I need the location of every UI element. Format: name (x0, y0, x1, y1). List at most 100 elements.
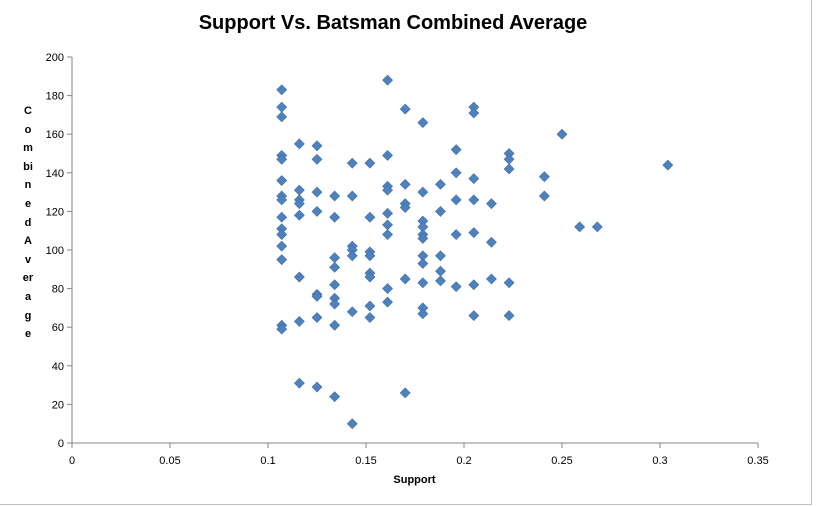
data-point (293, 315, 305, 327)
data-point (486, 198, 497, 210)
y-tick-label: 200 (46, 52, 64, 64)
data-point (364, 300, 376, 312)
data-point (435, 275, 446, 287)
data-point (346, 190, 358, 202)
data-point (293, 138, 305, 150)
y-tick-label: 60 (52, 322, 64, 334)
data-point (311, 312, 323, 323)
data-point (293, 198, 305, 210)
data-point (276, 229, 288, 240)
data-point (346, 157, 358, 169)
y-tick-label: 100 (46, 245, 64, 257)
data-point (417, 308, 429, 320)
data-point (329, 252, 341, 264)
data-point (417, 258, 429, 269)
data-point (450, 144, 462, 156)
data-point (503, 310, 515, 322)
data-point (311, 140, 323, 152)
data-point (538, 190, 550, 202)
data-point (538, 171, 550, 183)
y-tick-label: 40 (52, 361, 64, 373)
data-point (382, 184, 393, 196)
data-point (276, 323, 288, 335)
y-tick-label: 140 (46, 168, 64, 180)
data-points (276, 74, 674, 430)
x-tick-label: 0.2 (456, 455, 471, 467)
data-point (311, 205, 323, 217)
y-tick-label: 80 (52, 284, 64, 296)
data-point (435, 265, 446, 277)
data-point (450, 194, 462, 206)
data-point (293, 209, 305, 221)
data-point (276, 240, 288, 252)
x-axis-label: Support (393, 474, 436, 486)
x-tick-label: 0 (69, 455, 75, 467)
y-tick-labels: 0 20 40 60 80 100 120 140 160 180 200 (46, 52, 64, 450)
data-point (364, 312, 376, 323)
data-point (276, 84, 288, 96)
data-point (311, 290, 323, 302)
data-point (311, 186, 323, 198)
data-point (276, 211, 288, 223)
data-point (329, 211, 341, 223)
y-tick-label: 120 (46, 206, 64, 218)
data-point (329, 298, 341, 310)
data-point (417, 117, 429, 129)
data-point (382, 283, 393, 295)
data-point (450, 281, 462, 293)
data-point (364, 271, 376, 283)
data-point (574, 221, 586, 233)
data-point (486, 273, 497, 285)
data-point (276, 111, 288, 123)
data-point (503, 163, 515, 175)
y-tick-label: 0 (58, 438, 64, 450)
data-point (346, 418, 358, 430)
data-point (468, 310, 480, 322)
data-point (382, 296, 393, 308)
data-point (417, 232, 429, 244)
data-point (276, 153, 288, 165)
data-point (293, 271, 305, 283)
y-tick-label: 180 (46, 91, 64, 103)
data-point (382, 150, 393, 161)
data-point (276, 101, 288, 113)
data-point (346, 250, 358, 262)
data-point (382, 207, 393, 219)
data-point (276, 254, 288, 266)
x-tick-label: 0.3 (652, 455, 667, 467)
data-point (468, 173, 480, 185)
data-point (329, 319, 341, 331)
data-point (364, 250, 376, 262)
data-point (468, 107, 480, 119)
data-point (311, 153, 323, 165)
data-point (556, 128, 568, 140)
data-point (468, 194, 480, 206)
y-tick-label: 20 (52, 399, 64, 411)
data-point (382, 74, 393, 86)
x-tick-label: 0.1 (260, 455, 275, 467)
data-point (329, 391, 341, 403)
data-point (435, 250, 446, 262)
x-tick-label: 0.15 (355, 455, 376, 467)
x-tick-label: 0.05 (159, 455, 180, 467)
x-tick-label: 0.35 (747, 455, 768, 467)
data-point (417, 186, 429, 198)
data-point (417, 277, 429, 289)
data-point (486, 236, 497, 248)
data-point (450, 167, 462, 179)
chart-axes (67, 56, 759, 448)
data-point (450, 229, 462, 240)
data-point (293, 184, 305, 196)
data-point (364, 211, 376, 223)
data-point (382, 219, 393, 231)
x-tick-label: 0.25 (551, 455, 572, 467)
y-axis-label: Combined Average (22, 105, 34, 341)
chart-title: Support Vs. Batsman Combined Average (198, 12, 588, 34)
data-point (503, 277, 515, 289)
data-point (364, 157, 376, 169)
data-point (329, 279, 341, 291)
data-point (329, 190, 341, 202)
data-point (382, 229, 393, 240)
